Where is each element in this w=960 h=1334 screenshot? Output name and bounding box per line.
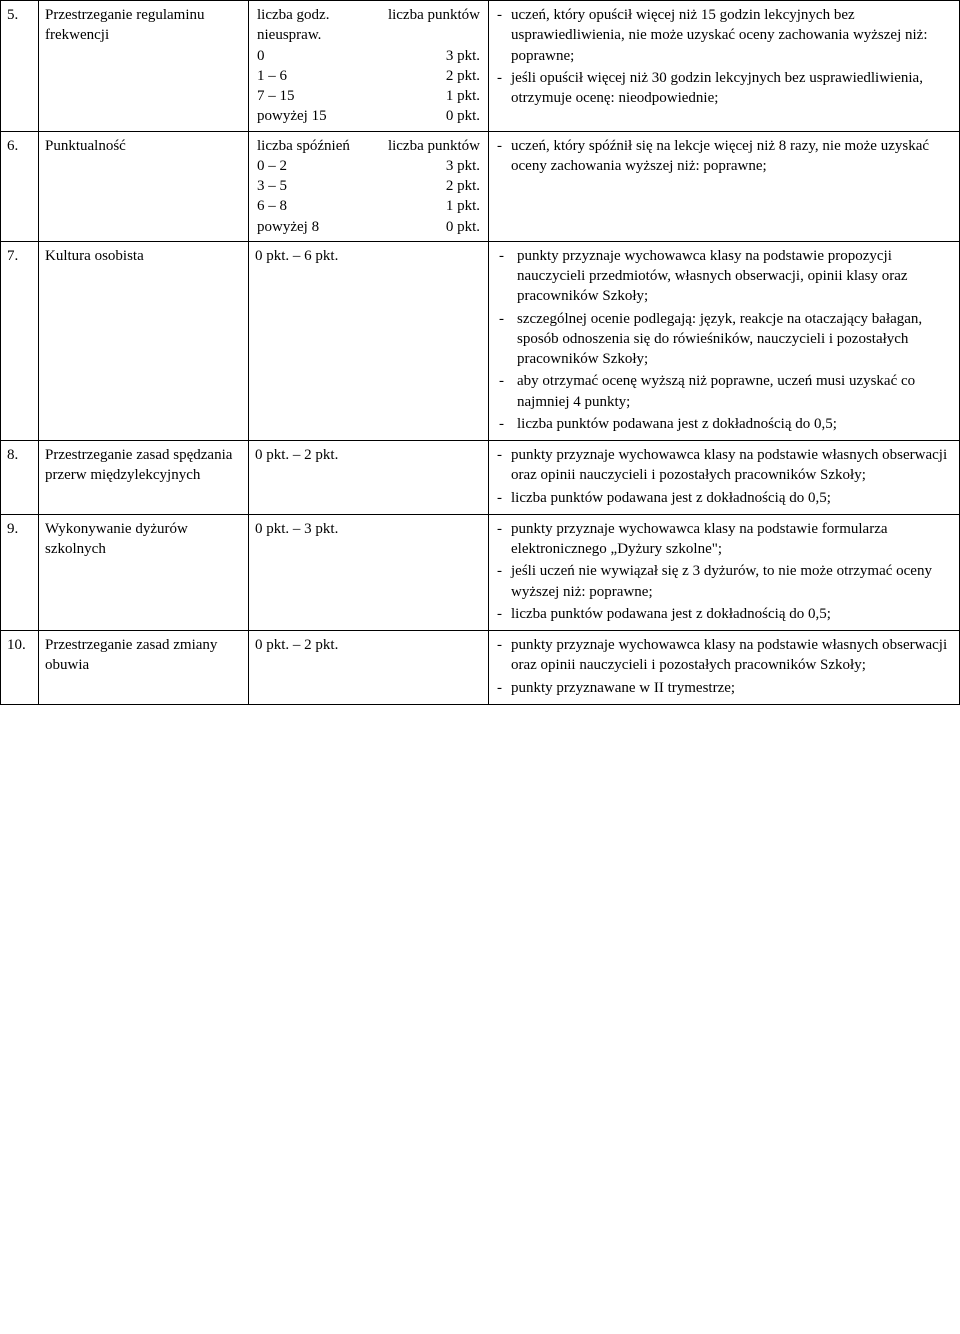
- scale-value-right: 2 pkt.: [369, 176, 483, 196]
- note-item: punkty przyznaje wychowawca klasy na pod…: [495, 519, 953, 560]
- row-number: 7.: [1, 241, 39, 440]
- note-item: szczególnej ocenie podlegają: język, rea…: [495, 309, 953, 370]
- table-row: 9.Wykonywanie dyżurów szkolnych0 pkt. – …: [1, 514, 960, 630]
- notes-cell: punkty przyznaje wychowawca klasy na pod…: [489, 441, 960, 515]
- scale-value-right: 1 pkt.: [369, 86, 483, 106]
- note-item: liczba punktów podawana jest z dokładnoś…: [495, 604, 953, 624]
- table-row: 10.Przestrzeganie zasad zmiany obuwia0 p…: [1, 631, 960, 705]
- scale-inner-table: liczba godz. nieuspraw.liczba punktów03 …: [255, 5, 482, 127]
- scale-value-right: 1 pkt.: [369, 196, 483, 216]
- note-item: punkty przyznaje wychowawca klasy na pod…: [495, 635, 953, 676]
- scale-header-right: liczba punktów: [369, 5, 483, 46]
- notes-list: punkty przyznaje wychowawca klasy na pod…: [495, 635, 953, 698]
- criterion-cell: Przestrzeganie regulaminu frekwencji: [39, 1, 249, 132]
- note-item: punkty przyznaje wychowawca klasy na pod…: [495, 246, 953, 307]
- notes-cell: uczeń, który spóźnił się na lekcje więce…: [489, 131, 960, 241]
- notes-list: uczeń, który opuścił więcej niż 15 godzi…: [495, 5, 953, 108]
- scale-header-left: liczba spóźnień: [255, 136, 369, 156]
- criterion-cell: Wykonywanie dyżurów szkolnych: [39, 514, 249, 630]
- row-number: 6.: [1, 131, 39, 241]
- row-number: 9.: [1, 514, 39, 630]
- scale-value-left: 0: [255, 46, 369, 66]
- criterion-cell: Punktualność: [39, 131, 249, 241]
- scale-value-left: 1 – 6: [255, 66, 369, 86]
- scale-cell: 0 pkt. – 3 pkt.: [249, 514, 489, 630]
- scale-value-right: 3 pkt.: [369, 156, 483, 176]
- scale-value-right: 3 pkt.: [369, 46, 483, 66]
- note-item: aby otrzymać ocenę wyższą niż poprawne, …: [495, 371, 953, 412]
- scale-cell: 0 pkt. – 6 pkt.: [249, 241, 489, 440]
- scale-value-left: powyżej 15: [255, 106, 369, 126]
- note-item: punkty przyznaje wychowawca klasy na pod…: [495, 445, 953, 486]
- scale-header-left: liczba godz. nieuspraw.: [255, 5, 369, 46]
- table-row: 7.Kultura osobista0 pkt. – 6 pkt.punkty …: [1, 241, 960, 440]
- note-item: liczba punktów podawana jest z dokładnoś…: [495, 414, 953, 434]
- notes-cell: punkty przyznaje wychowawca klasy na pod…: [489, 514, 960, 630]
- table-row: 6.Punktualnośćliczba spóźnieńliczba punk…: [1, 131, 960, 241]
- scale-cell: liczba spóźnieńliczba punktów0 – 23 pkt.…: [249, 131, 489, 241]
- row-number: 5.: [1, 1, 39, 132]
- note-item: punkty przyznawane w II trymestrze;: [495, 678, 953, 698]
- note-item: uczeń, który opuścił więcej niż 15 godzi…: [495, 5, 953, 66]
- criterion-cell: Kultura osobista: [39, 241, 249, 440]
- note-item: jeśli opuścił więcej niż 30 godzin lekcy…: [495, 68, 953, 109]
- scale-value-left: 3 – 5: [255, 176, 369, 196]
- scale-cell: liczba godz. nieuspraw.liczba punktów03 …: [249, 1, 489, 132]
- scale-inner-table: liczba spóźnieńliczba punktów0 – 23 pkt.…: [255, 136, 482, 237]
- notes-list: punkty przyznaje wychowawca klasy na pod…: [495, 246, 953, 434]
- scale-value-left: 0 – 2: [255, 156, 369, 176]
- scale-value-right: 0 pkt.: [369, 217, 483, 237]
- scale-header-right: liczba punktów: [369, 136, 483, 156]
- scale-value-left: 6 – 8: [255, 196, 369, 216]
- scale-cell: 0 pkt. – 2 pkt.: [249, 441, 489, 515]
- notes-cell: punkty przyznaje wychowawca klasy na pod…: [489, 631, 960, 705]
- note-item: liczba punktów podawana jest z dokładnoś…: [495, 488, 953, 508]
- criteria-table: 5.Przestrzeganie regulaminu frekwencjili…: [0, 0, 960, 705]
- scale-value-left: 7 – 15: [255, 86, 369, 106]
- scale-value-right: 2 pkt.: [369, 66, 483, 86]
- notes-list: punkty przyznaje wychowawca klasy na pod…: [495, 445, 953, 508]
- note-item: uczeń, który spóźnił się na lekcje więce…: [495, 136, 953, 177]
- row-number: 8.: [1, 441, 39, 515]
- criterion-cell: Przestrzeganie zasad zmiany obuwia: [39, 631, 249, 705]
- scale-value-right: 0 pkt.: [369, 106, 483, 126]
- table-row: 5.Przestrzeganie regulaminu frekwencjili…: [1, 1, 960, 132]
- scale-cell: 0 pkt. – 2 pkt.: [249, 631, 489, 705]
- notes-cell: uczeń, który opuścił więcej niż 15 godzi…: [489, 1, 960, 132]
- scale-value-left: powyżej 8: [255, 217, 369, 237]
- notes-cell: punkty przyznaje wychowawca klasy na pod…: [489, 241, 960, 440]
- notes-list: punkty przyznaje wychowawca klasy na pod…: [495, 519, 953, 624]
- notes-list: uczeń, który spóźnił się na lekcje więce…: [495, 136, 953, 177]
- table-row: 8.Przestrzeganie zasad spędzania przerw …: [1, 441, 960, 515]
- note-item: jeśli uczeń nie wywiązał się z 3 dyżurów…: [495, 561, 953, 602]
- row-number: 10.: [1, 631, 39, 705]
- criterion-cell: Przestrzeganie zasad spędzania przerw mi…: [39, 441, 249, 515]
